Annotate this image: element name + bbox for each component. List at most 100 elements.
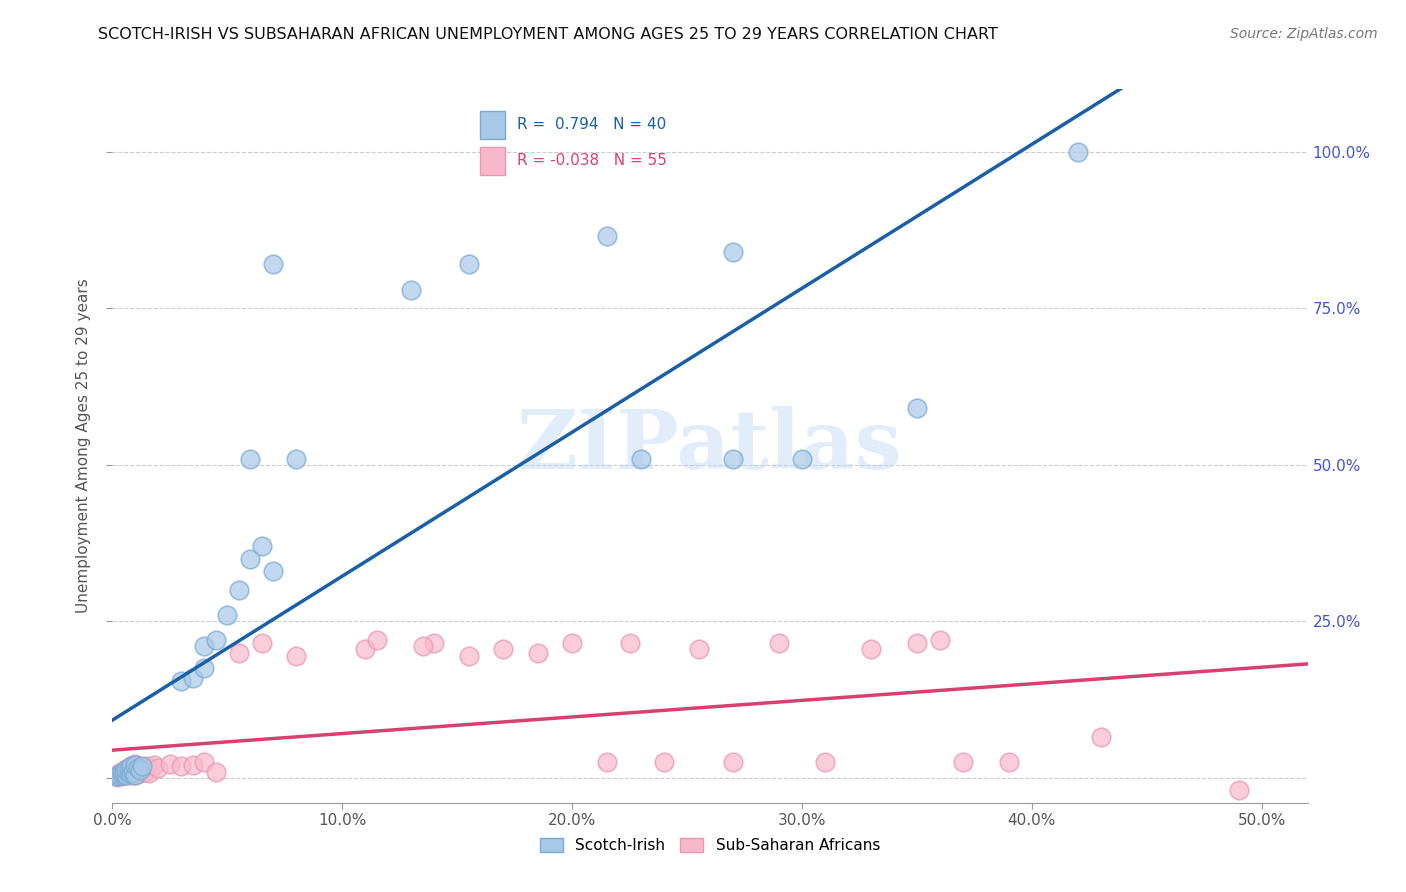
Point <box>814 755 837 769</box>
Point <box>115 764 138 778</box>
Point <box>134 764 156 779</box>
Point <box>285 648 308 663</box>
Point <box>859 642 882 657</box>
Point <box>619 636 641 650</box>
Point <box>1090 730 1112 744</box>
Point <box>217 607 239 622</box>
Point <box>131 761 153 775</box>
Point <box>561 636 583 650</box>
Point <box>1227 783 1250 797</box>
Y-axis label: Unemployment Among Ages 25 to 29 years: Unemployment Among Ages 25 to 29 years <box>76 278 91 614</box>
Point <box>228 646 250 660</box>
Point <box>122 758 145 772</box>
Point <box>401 283 423 297</box>
Point <box>721 451 744 466</box>
Point <box>354 642 377 657</box>
Point <box>148 761 170 775</box>
Point <box>111 769 134 783</box>
Point <box>117 761 139 775</box>
Point <box>412 640 434 654</box>
Point <box>170 673 193 688</box>
Point <box>457 257 479 271</box>
Point <box>250 539 273 553</box>
Point <box>111 764 134 779</box>
Point <box>193 755 215 769</box>
Point <box>159 756 181 771</box>
Point <box>205 764 228 779</box>
Point <box>120 767 142 781</box>
Point <box>239 451 262 466</box>
Point <box>193 640 215 654</box>
Point <box>768 636 790 650</box>
Point <box>117 761 139 775</box>
Point <box>124 756 146 771</box>
Point <box>127 761 149 775</box>
Point <box>117 765 139 780</box>
Point <box>721 244 744 259</box>
Point <box>108 765 131 780</box>
Point <box>108 767 131 781</box>
Point <box>142 758 165 772</box>
Point <box>457 648 479 663</box>
Point <box>112 767 135 781</box>
Point <box>112 767 135 781</box>
Point <box>131 759 153 773</box>
Point <box>120 766 142 780</box>
Point <box>652 755 675 769</box>
Point <box>136 759 159 773</box>
Point <box>127 764 149 779</box>
Point <box>492 642 515 657</box>
Point <box>595 755 617 769</box>
Point <box>120 759 142 773</box>
Point <box>105 769 128 783</box>
Text: SCOTCH-IRISH VS SUBSAHARAN AFRICAN UNEMPLOYMENT AMONG AGES 25 TO 29 YEARS CORREL: SCOTCH-IRISH VS SUBSAHARAN AFRICAN UNEMP… <box>98 27 998 42</box>
Point <box>115 762 138 776</box>
Point <box>262 564 284 578</box>
Point <box>129 765 152 780</box>
Point <box>193 661 215 675</box>
Point <box>790 451 813 466</box>
Point <box>595 229 617 244</box>
Point <box>108 768 131 782</box>
Point <box>170 759 193 773</box>
Point <box>117 767 139 781</box>
Point <box>129 764 152 778</box>
Point <box>239 551 262 566</box>
Point <box>366 633 388 648</box>
Point <box>122 765 145 780</box>
Point <box>105 770 128 784</box>
Point <box>721 755 744 769</box>
Legend: Scotch-Irish, Sub-Saharan Africans: Scotch-Irish, Sub-Saharan Africans <box>534 832 886 859</box>
Point <box>688 642 710 657</box>
Point <box>205 633 228 648</box>
Point <box>928 633 950 648</box>
Point <box>1067 145 1090 159</box>
Point <box>124 768 146 782</box>
Point <box>115 767 138 781</box>
Point <box>630 451 652 466</box>
Point <box>423 636 446 650</box>
Point <box>120 759 142 773</box>
Text: ZIPatlas: ZIPatlas <box>517 406 903 486</box>
Point <box>181 671 204 685</box>
Text: Source: ZipAtlas.com: Source: ZipAtlas.com <box>1230 27 1378 41</box>
Point <box>228 582 250 597</box>
Point <box>122 764 145 779</box>
Point <box>115 768 138 782</box>
Point <box>952 755 974 769</box>
Point <box>181 758 204 772</box>
Point <box>111 768 134 782</box>
Point <box>262 257 284 271</box>
Point <box>112 764 135 778</box>
Point <box>905 401 928 416</box>
Point <box>905 636 928 650</box>
Point <box>111 765 134 780</box>
Point <box>112 764 135 779</box>
Point <box>124 758 146 772</box>
Point <box>138 765 160 780</box>
Point <box>998 755 1021 769</box>
Point <box>250 636 273 650</box>
Point <box>285 451 308 466</box>
Point <box>124 767 146 781</box>
Point <box>526 646 548 660</box>
